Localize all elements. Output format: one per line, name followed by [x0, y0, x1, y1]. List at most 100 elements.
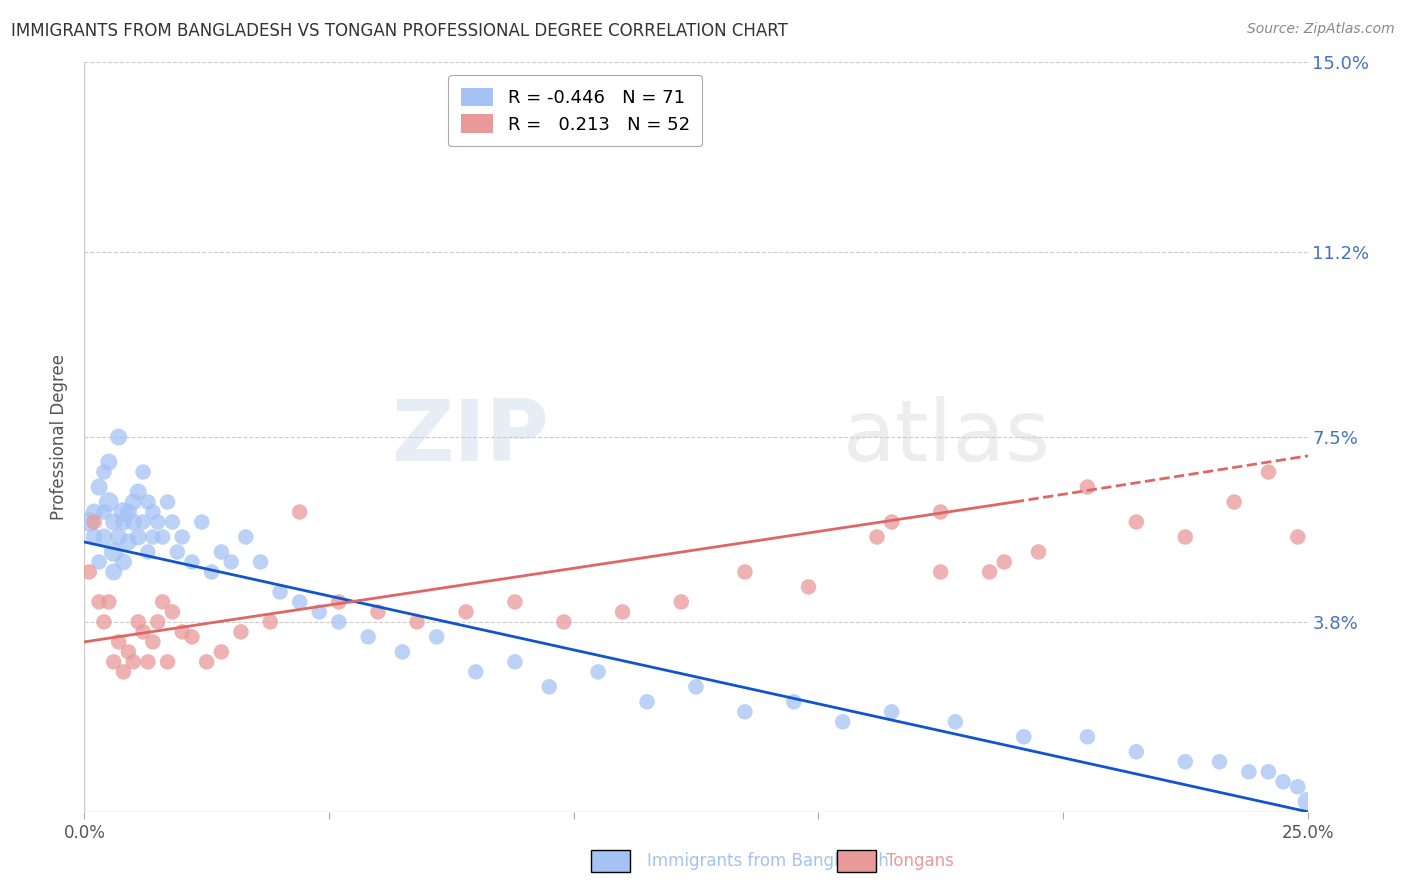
Point [1208, 755, 1230, 769]
Point [328, 615, 350, 629]
Point [83, 505, 105, 519]
Point [152, 595, 174, 609]
Point [136, 655, 159, 669]
Point [209, 645, 232, 659]
Point [797, 580, 820, 594]
Point [1272, 774, 1295, 789]
Point [107, 530, 129, 544]
Point [146, 615, 169, 629]
Point [1174, 530, 1197, 544]
Point [993, 555, 1015, 569]
Point [136, 495, 159, 509]
Point [172, 530, 194, 544]
Point [209, 545, 232, 559]
Point [1012, 730, 1035, 744]
Point [288, 505, 311, 519]
Point [93, 530, 115, 544]
Point [127, 485, 149, 500]
Point [112, 555, 135, 569]
Point [612, 605, 634, 619]
Point [1336, 580, 1358, 594]
Point [391, 645, 413, 659]
Point [103, 515, 125, 529]
Point [1257, 465, 1279, 479]
Point [979, 565, 1001, 579]
Point [117, 535, 139, 549]
Point [191, 515, 214, 529]
Point [127, 615, 149, 629]
Point [156, 655, 179, 669]
Point [162, 605, 184, 619]
Legend: R = -0.446   N = 71, R =   0.213   N = 52: R = -0.446 N = 71, R = 0.213 N = 52 [449, 75, 703, 146]
Point [146, 515, 169, 529]
Point [235, 530, 257, 544]
Point [943, 714, 966, 729]
Point [87, 555, 110, 569]
Point [367, 605, 389, 619]
Point [553, 615, 575, 629]
Point [181, 630, 204, 644]
Point [117, 645, 139, 659]
Point [503, 655, 526, 669]
Point [685, 680, 707, 694]
Point [1306, 505, 1329, 519]
Point [156, 495, 179, 509]
Point [87, 480, 110, 494]
Point [87, 595, 110, 609]
Point [1286, 530, 1309, 544]
Point [406, 615, 429, 629]
Point [142, 530, 165, 544]
Point [586, 665, 609, 679]
Point [1125, 745, 1147, 759]
Point [83, 515, 105, 529]
Point [1296, 795, 1319, 809]
Point [538, 680, 561, 694]
Point [132, 515, 155, 529]
Text: Tongans: Tongans [886, 852, 953, 870]
Point [671, 595, 693, 609]
Text: ZIP: ZIP [391, 395, 550, 479]
Point [308, 605, 330, 619]
Point [929, 505, 952, 519]
Point [132, 465, 155, 479]
Point [866, 530, 889, 544]
Point [1076, 480, 1098, 494]
Point [77, 565, 100, 579]
Point [93, 505, 115, 519]
Point [103, 565, 125, 579]
Point [77, 515, 100, 529]
Point [107, 430, 129, 444]
Point [636, 695, 658, 709]
Point [112, 665, 135, 679]
Point [195, 655, 218, 669]
Point [107, 635, 129, 649]
Point [288, 595, 311, 609]
Point [734, 565, 756, 579]
Point [219, 555, 242, 569]
Point [127, 530, 149, 544]
Point [426, 630, 449, 644]
Point [136, 545, 159, 559]
Point [269, 585, 291, 599]
Point [97, 495, 120, 509]
Point [172, 624, 194, 639]
Point [454, 605, 477, 619]
Point [200, 565, 222, 579]
Point [357, 630, 380, 644]
Point [229, 624, 252, 639]
Point [142, 635, 165, 649]
Point [162, 515, 184, 529]
Text: IMMIGRANTS FROM BANGLADESH VS TONGAN PROFESSIONAL DEGREE CORRELATION CHART: IMMIGRANTS FROM BANGLADESH VS TONGAN PRO… [11, 22, 789, 40]
Point [117, 505, 139, 519]
Point [1286, 780, 1309, 794]
Text: atlas: atlas [842, 395, 1050, 479]
Point [880, 515, 903, 529]
Point [122, 515, 145, 529]
Point [122, 495, 145, 509]
Point [97, 455, 120, 469]
Point [880, 705, 903, 719]
Point [783, 695, 806, 709]
Point [142, 505, 165, 519]
Point [1076, 730, 1098, 744]
Point [1320, 555, 1343, 569]
